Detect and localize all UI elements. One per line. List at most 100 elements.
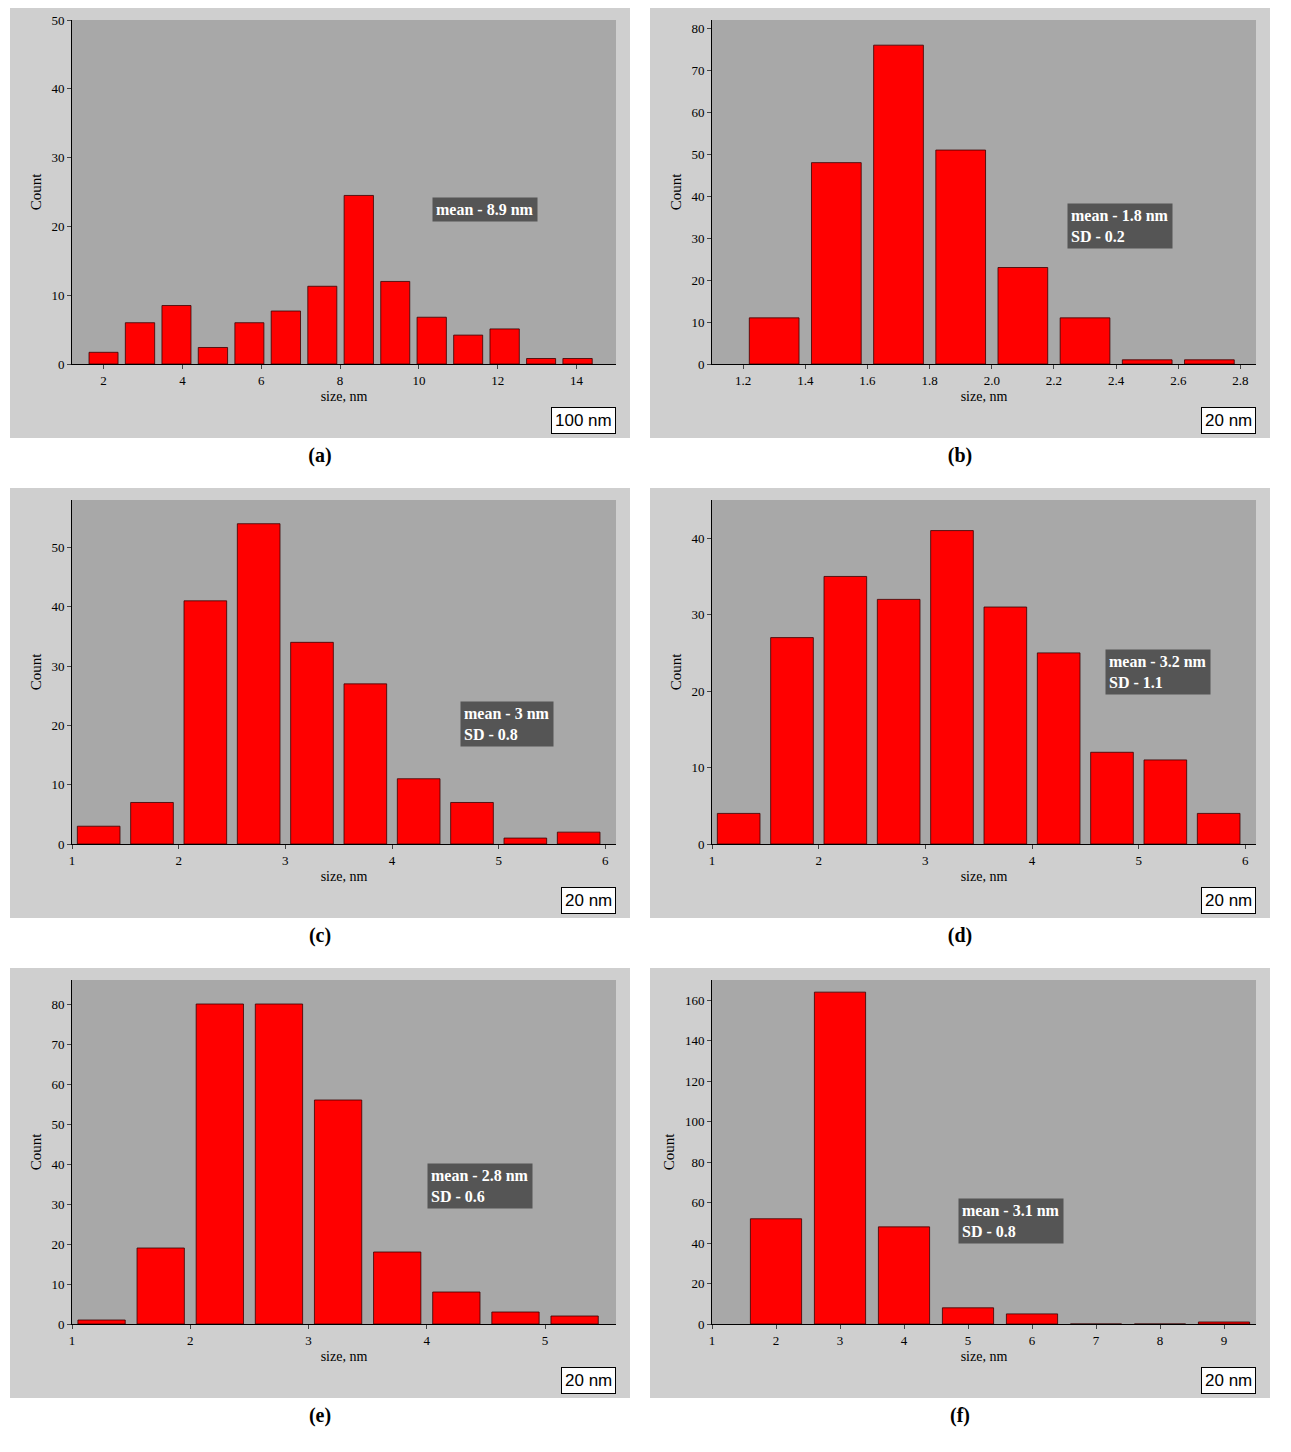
- svg-text:mean - 3.2 nmSD - 1.1: mean - 3.2 nmSD - 1.1: [1109, 653, 1207, 691]
- svg-text:12: 12: [491, 373, 504, 388]
- svg-text:mean - 3 nmSD - 0.8: mean - 3 nmSD - 0.8: [464, 705, 550, 743]
- svg-text:0: 0: [58, 837, 65, 852]
- svg-text:20: 20: [51, 219, 64, 234]
- svg-text:40: 40: [51, 1157, 64, 1172]
- svg-text:3: 3: [922, 853, 929, 868]
- svg-text:0: 0: [58, 1317, 65, 1332]
- svg-text:4: 4: [1029, 853, 1036, 868]
- svg-text:14: 14: [570, 373, 584, 388]
- svg-text:2: 2: [175, 853, 182, 868]
- svg-text:mean - 8.9 nm: mean - 8.9 nm: [436, 201, 534, 218]
- svg-text:0: 0: [698, 837, 705, 852]
- svg-text:0: 0: [58, 357, 65, 372]
- svg-text:160: 160: [685, 993, 705, 1008]
- svg-text:1: 1: [69, 853, 76, 868]
- svg-text:60: 60: [691, 105, 704, 120]
- svg-text:10: 10: [691, 315, 704, 330]
- svg-text:8: 8: [1157, 1333, 1164, 1348]
- svg-text:2: 2: [187, 1333, 194, 1348]
- svg-text:20 nm: 20 nm: [565, 1371, 612, 1390]
- svg-text:1.8: 1.8: [921, 373, 937, 388]
- svg-text:2.2: 2.2: [1046, 373, 1062, 388]
- svg-text:mean - 1.8 nmSD - 0.2: mean - 1.8 nmSD - 0.2: [1071, 207, 1169, 245]
- svg-text:size, nm: size, nm: [961, 1349, 1008, 1364]
- svg-text:2: 2: [773, 1333, 780, 1348]
- svg-text:4: 4: [424, 1333, 431, 1348]
- svg-text:100 nm: 100 nm: [555, 411, 612, 430]
- svg-text:40: 40: [691, 531, 704, 546]
- svg-text:20 nm: 20 nm: [1205, 411, 1252, 430]
- svg-text:30: 30: [691, 607, 704, 622]
- svg-text:50: 50: [51, 540, 64, 555]
- svg-text:1: 1: [709, 853, 716, 868]
- svg-text:50: 50: [691, 147, 704, 162]
- svg-text:80: 80: [51, 997, 64, 1012]
- svg-text:2: 2: [100, 373, 107, 388]
- svg-text:0: 0: [698, 357, 705, 372]
- svg-text:mean - 3.1 nmSD - 0.8: mean - 3.1 nmSD - 0.8: [962, 1202, 1060, 1240]
- svg-text:8: 8: [337, 373, 344, 388]
- svg-text:6: 6: [258, 373, 265, 388]
- svg-text:30: 30: [691, 231, 704, 246]
- svg-text:140: 140: [685, 1033, 705, 1048]
- svg-text:3: 3: [837, 1333, 844, 1348]
- svg-text:20 nm: 20 nm: [1205, 1371, 1252, 1390]
- svg-text:1: 1: [709, 1333, 716, 1348]
- svg-text:4: 4: [389, 853, 396, 868]
- svg-text:80: 80: [691, 1155, 704, 1170]
- svg-text:40: 40: [51, 599, 64, 614]
- svg-text:1: 1: [69, 1333, 76, 1348]
- svg-text:6: 6: [1029, 1333, 1036, 1348]
- svg-text:5: 5: [495, 853, 502, 868]
- svg-text:7: 7: [1093, 1333, 1100, 1348]
- svg-text:2.0: 2.0: [984, 373, 1000, 388]
- svg-text:Count: Count: [28, 1133, 44, 1171]
- svg-text:1.6: 1.6: [859, 373, 876, 388]
- svg-text:mean - 2.8 nmSD - 0.6: mean - 2.8 nmSD - 0.6: [431, 1167, 529, 1205]
- svg-text:20 nm: 20 nm: [1205, 891, 1252, 910]
- svg-text:40: 40: [691, 1236, 704, 1251]
- svg-text:10: 10: [691, 760, 704, 775]
- svg-text:30: 30: [51, 1197, 64, 1212]
- svg-text:10: 10: [51, 1277, 64, 1292]
- svg-text:6: 6: [1242, 853, 1249, 868]
- svg-text:10: 10: [51, 288, 64, 303]
- svg-text:size, nm: size, nm: [321, 1349, 368, 1364]
- svg-text:120: 120: [685, 1074, 705, 1089]
- svg-text:40: 40: [691, 189, 704, 204]
- svg-text:30: 30: [51, 659, 64, 674]
- svg-text:Count: Count: [668, 653, 684, 691]
- svg-text:size, nm: size, nm: [961, 389, 1008, 404]
- svg-text:70: 70: [51, 1037, 64, 1052]
- svg-text:50: 50: [51, 13, 64, 28]
- svg-text:9: 9: [1221, 1333, 1228, 1348]
- svg-text:60: 60: [51, 1077, 64, 1092]
- svg-text:Count: Count: [668, 173, 684, 211]
- svg-text:0: 0: [698, 1317, 705, 1332]
- svg-text:5: 5: [542, 1333, 549, 1348]
- svg-text:5: 5: [1135, 853, 1142, 868]
- svg-text:1.4: 1.4: [797, 373, 814, 388]
- svg-text:20: 20: [691, 1276, 704, 1291]
- svg-text:4: 4: [901, 1333, 908, 1348]
- svg-text:80: 80: [691, 21, 704, 36]
- svg-text:70: 70: [691, 63, 704, 78]
- svg-text:50: 50: [51, 1117, 64, 1132]
- svg-text:100: 100: [685, 1114, 705, 1129]
- svg-text:6: 6: [602, 853, 609, 868]
- svg-text:5: 5: [965, 1333, 972, 1348]
- svg-text:2.8: 2.8: [1232, 373, 1248, 388]
- svg-text:10: 10: [412, 373, 425, 388]
- svg-text:3: 3: [282, 853, 289, 868]
- svg-text:3: 3: [305, 1333, 312, 1348]
- svg-text:2.4: 2.4: [1108, 373, 1125, 388]
- svg-text:Count: Count: [661, 1133, 677, 1171]
- svg-text:1.2: 1.2: [735, 373, 751, 388]
- svg-text:20: 20: [691, 684, 704, 699]
- svg-text:size, nm: size, nm: [321, 389, 368, 404]
- svg-text:Count: Count: [28, 653, 44, 691]
- svg-text:2: 2: [815, 853, 822, 868]
- svg-text:30: 30: [51, 150, 64, 165]
- svg-text:20: 20: [691, 273, 704, 288]
- svg-text:20 nm: 20 nm: [565, 891, 612, 910]
